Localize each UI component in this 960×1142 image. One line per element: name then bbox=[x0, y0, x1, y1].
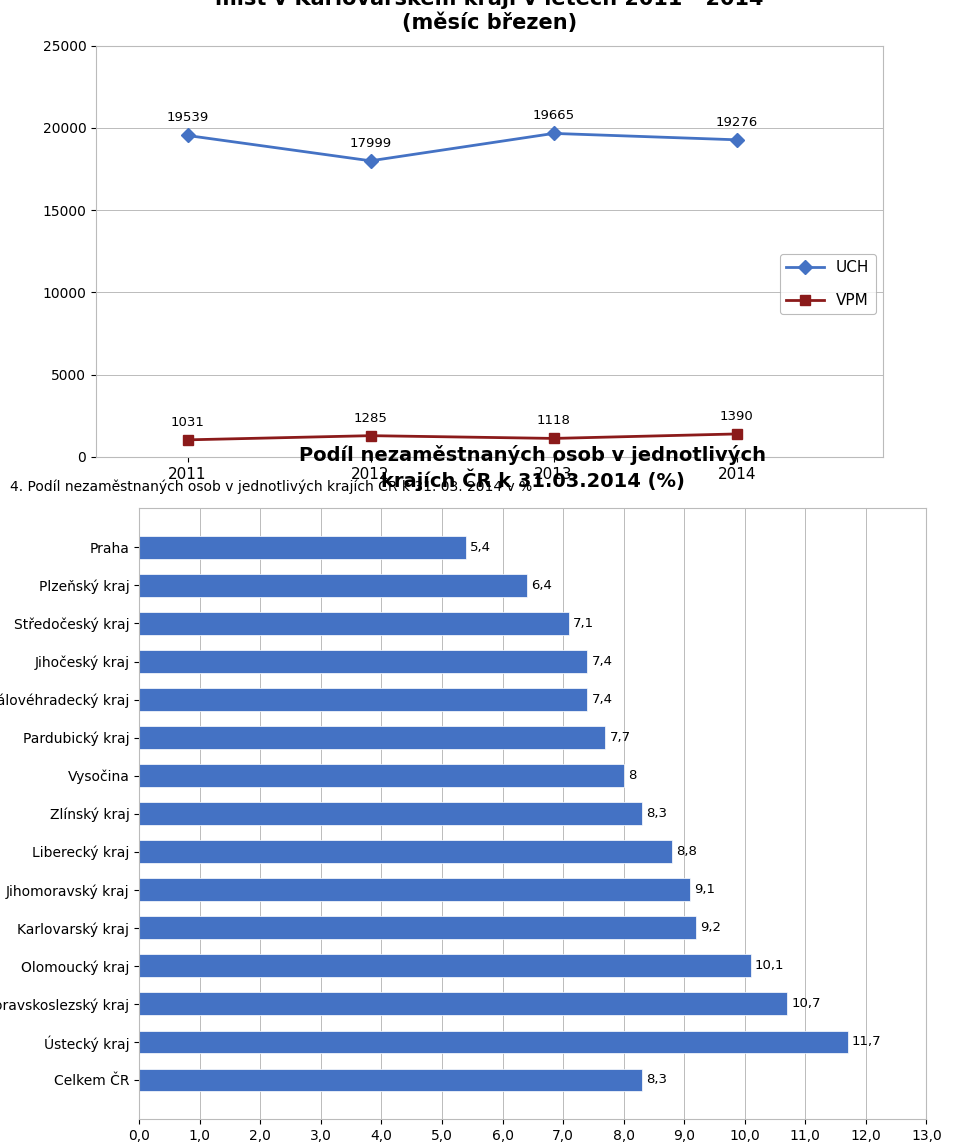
Line: VPM: VPM bbox=[182, 429, 742, 444]
Bar bbox=[139, 1069, 642, 1092]
Bar bbox=[139, 841, 672, 863]
VPM bbox=[365, 428, 376, 442]
Bar bbox=[139, 689, 588, 711]
Text: 8,8: 8,8 bbox=[676, 845, 697, 859]
Text: 17999: 17999 bbox=[349, 137, 392, 150]
Legend: UCH, VPM: UCH, VPM bbox=[780, 254, 876, 314]
Text: 8,3: 8,3 bbox=[646, 1073, 667, 1086]
UCH bbox=[731, 132, 742, 146]
Text: 1031: 1031 bbox=[171, 416, 204, 428]
VPM bbox=[731, 427, 742, 441]
Text: 11,7: 11,7 bbox=[852, 1036, 881, 1048]
Bar bbox=[139, 916, 696, 939]
Text: 4. Podíl nezaměstnaných osob v jednotlivých krajích ČR k 31. 03. 2014 v %: 4. Podíl nezaměstnaných osob v jednotliv… bbox=[10, 477, 532, 493]
UCH bbox=[548, 127, 560, 140]
Text: 19539: 19539 bbox=[166, 112, 208, 124]
VPM bbox=[181, 433, 193, 447]
Text: 6,4: 6,4 bbox=[531, 579, 552, 592]
Text: 10,1: 10,1 bbox=[755, 959, 784, 972]
Text: 1390: 1390 bbox=[720, 410, 754, 423]
Text: 5,4: 5,4 bbox=[470, 541, 492, 554]
UCH bbox=[365, 154, 376, 168]
Bar bbox=[139, 992, 787, 1015]
Bar bbox=[139, 803, 642, 825]
Text: 9,1: 9,1 bbox=[694, 883, 715, 896]
Bar bbox=[139, 1030, 848, 1053]
Text: 19665: 19665 bbox=[533, 110, 575, 122]
Text: 7,4: 7,4 bbox=[591, 693, 612, 706]
Text: 8,3: 8,3 bbox=[646, 807, 667, 820]
Bar bbox=[139, 612, 569, 635]
Text: 1285: 1285 bbox=[353, 411, 388, 425]
Bar bbox=[139, 878, 690, 901]
Text: 8: 8 bbox=[628, 769, 636, 782]
Text: 9,2: 9,2 bbox=[701, 922, 722, 934]
Text: 7,7: 7,7 bbox=[610, 731, 631, 745]
Title: Vývoj počtu uchazečů a volných pracovních
míst v Karlovarském kraji v letech 201: Vývoj počtu uchazečů a volných pracovníc… bbox=[215, 0, 764, 33]
Bar bbox=[139, 536, 467, 558]
Text: 7,1: 7,1 bbox=[573, 617, 594, 630]
Bar bbox=[139, 574, 527, 597]
Bar bbox=[139, 764, 624, 787]
Text: 7,4: 7,4 bbox=[591, 656, 612, 668]
Bar bbox=[139, 726, 606, 749]
Line: UCH: UCH bbox=[182, 129, 742, 166]
UCH bbox=[181, 129, 193, 143]
Bar bbox=[139, 650, 588, 673]
Text: 1118: 1118 bbox=[537, 415, 570, 427]
VPM bbox=[548, 432, 560, 445]
Text: 19276: 19276 bbox=[715, 115, 757, 129]
Title: Podíl nezaměstnaných osob v jednotlivých
krajích ČR k 31.03.2014 (%): Podíl nezaměstnaných osob v jednotlivých… bbox=[300, 445, 766, 491]
Text: 10,7: 10,7 bbox=[791, 997, 821, 1011]
Bar bbox=[139, 955, 751, 978]
